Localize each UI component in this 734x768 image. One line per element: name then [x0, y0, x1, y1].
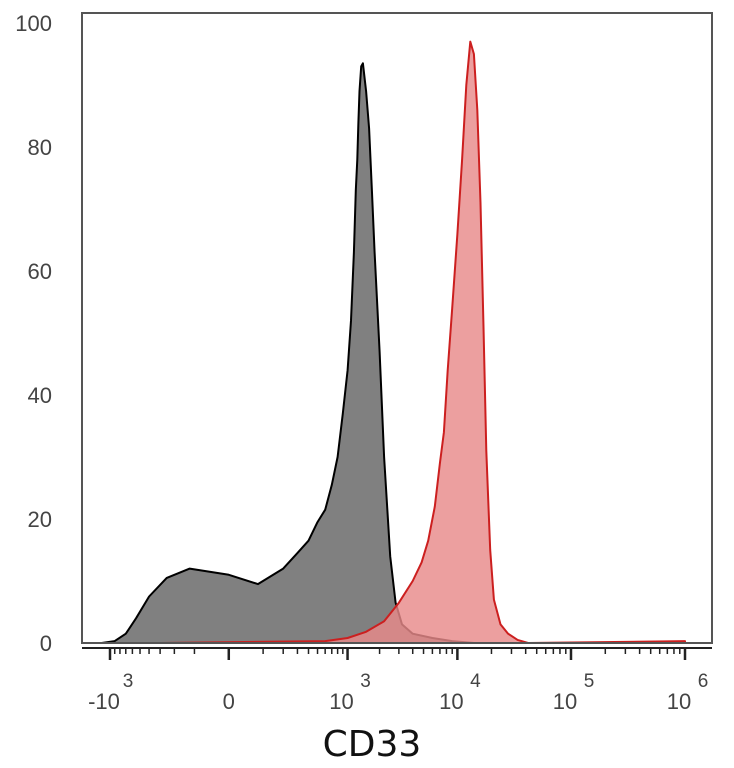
x-tick-label: 10	[439, 689, 463, 714]
histogram-series-2	[159, 40, 686, 644]
x-tick-exponent: 4	[470, 671, 481, 692]
x-axis-title: CD33	[323, 724, 422, 765]
y-tick-label: 100	[15, 11, 52, 36]
y-axis: 0 20 40 60 80 100	[15, 11, 52, 656]
x-tick-exponent: 3	[360, 671, 371, 692]
y-tick-label: 60	[28, 259, 52, 284]
x-tick-exponent: 3	[123, 671, 134, 692]
y-tick-label: 20	[28, 507, 52, 532]
y-tick-label: 40	[28, 383, 52, 408]
x-tick-exponent: 5	[584, 671, 595, 692]
x-tick-exponent: 6	[698, 671, 709, 692]
x-tick-label: 0	[223, 689, 235, 714]
plot-series-layer	[100, 40, 686, 644]
x-tick-label: 10	[329, 689, 353, 714]
x-tick-label: -10	[88, 689, 120, 714]
y-tick-label: 80	[28, 135, 52, 160]
x-tick-label: 10	[553, 689, 577, 714]
x-tick-label: 10	[667, 689, 691, 714]
plot-frame	[81, 12, 713, 644]
y-tick-label: 0	[40, 631, 52, 656]
histogram-series-1	[100, 62, 475, 644]
